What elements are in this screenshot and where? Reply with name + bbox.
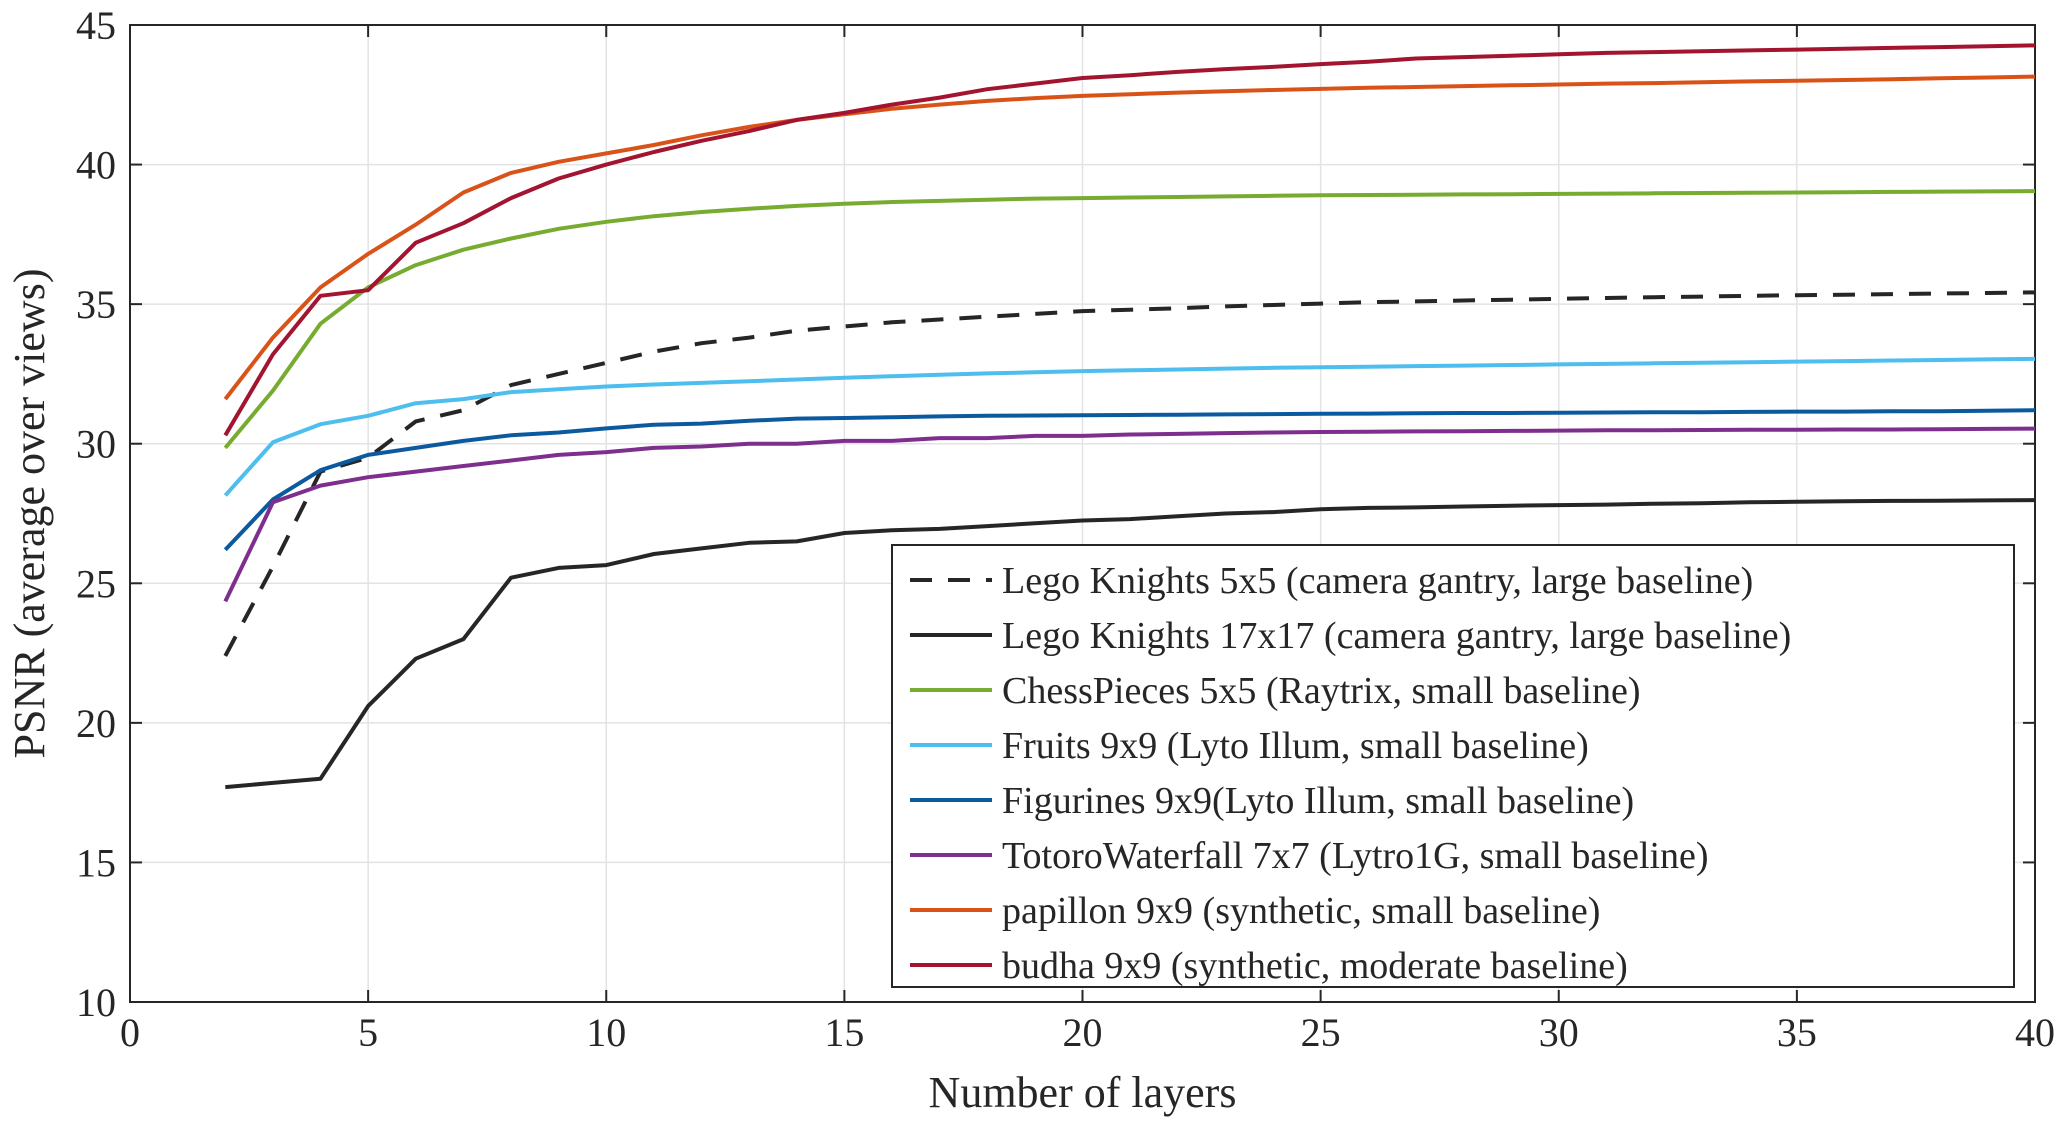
x-tick-label: 15 xyxy=(824,1010,864,1055)
legend-entry: ChessPieces 5x5 (Raytrix, small baseline… xyxy=(1002,670,1641,712)
y-axis-label: PSNR (average over views) xyxy=(5,269,54,759)
y-tick-label: 40 xyxy=(76,143,116,188)
y-tick-label: 30 xyxy=(76,422,116,467)
x-tick-label: 10 xyxy=(586,1010,626,1055)
y-tick-label: 10 xyxy=(76,980,116,1025)
legend-entry: papillon 9x9 (synthetic, small baseline) xyxy=(1002,890,1600,932)
series-line-4 xyxy=(223,408,2036,552)
series-line-3 xyxy=(223,356,2036,497)
legend-entry: budha 9x9 (synthetic, moderate baseline) xyxy=(1002,945,1628,987)
legend-entry: Fruits 9x9 (Lyto Illum, small baseline) xyxy=(1002,725,1589,767)
x-tick-label: 20 xyxy=(1063,1010,1103,1055)
series-line-1 xyxy=(225,498,2036,790)
legend-entry: Lego Knights 17x17 (camera gantry, large… xyxy=(1002,615,1791,657)
y-tick-label: 15 xyxy=(76,840,116,885)
series-line-5 xyxy=(223,426,2036,603)
x-tick-label: 5 xyxy=(358,1010,378,1055)
y-tick-label: 35 xyxy=(76,282,116,327)
legend-box xyxy=(891,544,2015,988)
x-tick-label: 30 xyxy=(1539,1010,1579,1055)
series-line-6 xyxy=(223,74,2036,401)
y-tick-label: 20 xyxy=(76,701,116,746)
x-tick-label: 0 xyxy=(120,1010,140,1055)
legend-entry: Figurines 9x9(Lyto Illum, small baseline… xyxy=(1002,780,1634,822)
legend: Lego Knights 5x5 (camera gantry, large b… xyxy=(891,544,2015,988)
axis-ticks: 0 5 10 15 20 25 30 35 40 10 15 20 25 30 35 40 45 xyxy=(76,3,2055,1055)
legend-entry: Lego Knights 5x5 (camera gantry, large b… xyxy=(1002,560,1753,602)
x-axis-label: Number of layers xyxy=(929,1068,1237,1117)
x-tick-label: 40 xyxy=(2015,1010,2055,1055)
y-tick-label: 25 xyxy=(76,561,116,606)
series-line-7 xyxy=(223,43,2036,437)
legend-entry: TotoroWaterfall 7x7 (Lytro1G, small base… xyxy=(1002,835,1709,877)
y-tick-label: 45 xyxy=(76,3,116,48)
x-tick-label: 25 xyxy=(1301,1010,1341,1055)
series-line-0 xyxy=(223,290,2036,657)
series-lines xyxy=(223,43,2036,790)
x-tick-label: 35 xyxy=(1777,1010,1817,1055)
series-line-2 xyxy=(223,189,2036,450)
